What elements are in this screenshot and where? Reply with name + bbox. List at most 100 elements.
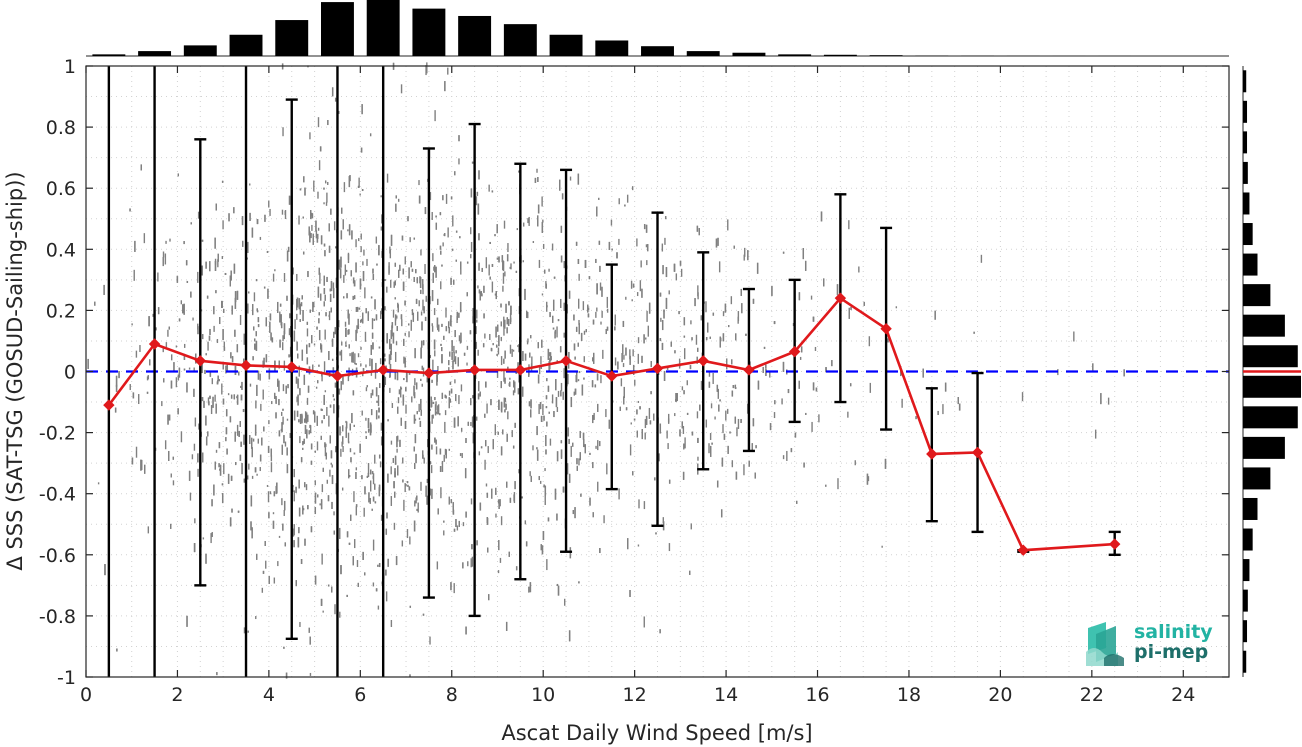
y-tick-label: 0.6	[46, 178, 76, 200]
scatter-point	[500, 321, 502, 327]
y-tick-label: 1	[64, 56, 76, 78]
scatter-point	[264, 540, 266, 546]
scatter-point	[289, 313, 291, 319]
scatter-point	[304, 424, 307, 434]
scatter-point	[541, 339, 543, 348]
scatter-point	[248, 463, 250, 470]
scatter-point	[311, 224, 313, 231]
scatter-point	[259, 454, 262, 462]
scatter-point	[254, 343, 256, 350]
scatter-point	[355, 262, 357, 273]
scatter-point	[674, 413, 676, 417]
scatter-point	[175, 345, 178, 348]
scatter-point	[357, 185, 360, 188]
scatter-point	[405, 404, 407, 414]
scatter-point	[668, 543, 671, 552]
scatter-point	[454, 171, 456, 176]
scatter-point	[746, 403, 749, 414]
scatter-point	[509, 381, 511, 387]
scatter-point	[530, 399, 532, 409]
scatter-point	[723, 433, 726, 440]
scatter-point	[277, 561, 279, 567]
scatter-point	[487, 446, 489, 454]
scatter-point	[323, 275, 325, 286]
scatter-point	[716, 384, 719, 392]
scatter-point	[563, 598, 566, 606]
scatter-point	[500, 336, 503, 341]
scatter-point	[1100, 393, 1102, 405]
scatter-point	[283, 500, 286, 510]
scatter-point	[431, 325, 434, 332]
scatter-point	[234, 329, 236, 337]
scatter-point	[495, 326, 497, 338]
scatter-point	[367, 418, 370, 429]
scatter-point	[321, 484, 324, 493]
scatter-point	[599, 441, 601, 447]
scatter-point	[358, 307, 361, 310]
scatter-point	[800, 346, 803, 353]
scatter-point	[247, 303, 249, 314]
scatter-point	[355, 239, 357, 248]
scatter-point	[530, 409, 532, 418]
scatter-point	[215, 203, 217, 211]
scatter-point	[443, 520, 445, 523]
scatter-point	[249, 212, 251, 221]
scatter-point	[362, 551, 364, 560]
scatter-point	[901, 398, 903, 408]
scatter-point	[439, 212, 442, 216]
scatter-point	[309, 231, 311, 243]
scatter-point	[498, 399, 500, 410]
scatter-point	[416, 508, 418, 511]
scatter-point	[459, 236, 461, 239]
scatter-point	[318, 267, 320, 275]
scatter-point	[365, 417, 367, 421]
scatter-point	[495, 487, 497, 495]
scatter-point	[256, 308, 258, 311]
scatter-point	[566, 304, 568, 314]
scatter-point	[327, 120, 329, 126]
scatter-point	[172, 456, 175, 460]
scatter-point	[601, 310, 603, 318]
scatter-point	[219, 468, 221, 471]
scatter-point	[282, 523, 284, 531]
scatter-point	[922, 368, 924, 378]
scatter-point	[501, 255, 504, 263]
scatter-point	[731, 460, 734, 468]
scatter-point	[503, 316, 505, 328]
scatter-point	[450, 315, 452, 327]
scatter-point	[532, 241, 535, 244]
scatter-point	[312, 410, 315, 415]
scatter-point	[239, 314, 242, 325]
scatter-point	[243, 478, 246, 483]
scatter-point	[325, 443, 327, 447]
scatter-point	[568, 351, 570, 362]
scatter-point	[648, 407, 651, 419]
scatter-point	[177, 408, 179, 415]
scatter-point	[497, 347, 500, 355]
scatter-point	[281, 422, 283, 433]
scatter-point	[400, 84, 403, 94]
scatter-point	[362, 261, 364, 266]
scatter-point	[386, 173, 389, 183]
scatter-point	[434, 265, 436, 273]
scatter-point	[390, 440, 393, 445]
scatter-point	[209, 328, 211, 335]
scatter-point	[582, 301, 585, 311]
scatter-point	[494, 424, 497, 436]
scatter-point	[326, 479, 329, 484]
scatter-point	[321, 373, 323, 377]
scatter-point	[478, 262, 480, 271]
scatter-point	[391, 325, 393, 337]
scatter-point	[298, 479, 300, 489]
scatter-point	[296, 341, 298, 351]
scatter-point	[596, 373, 599, 381]
scatter-point	[537, 342, 539, 349]
scatter-point	[325, 312, 327, 317]
salinity-pi-mep-logo: salinity pi-mep	[1084, 618, 1214, 668]
scatter-point	[665, 297, 668, 309]
scatter-point	[477, 349, 479, 356]
scatter-point	[435, 439, 437, 445]
scatter-point	[418, 403, 420, 412]
scatter-point	[215, 449, 218, 453]
scatter-point	[317, 380, 319, 384]
